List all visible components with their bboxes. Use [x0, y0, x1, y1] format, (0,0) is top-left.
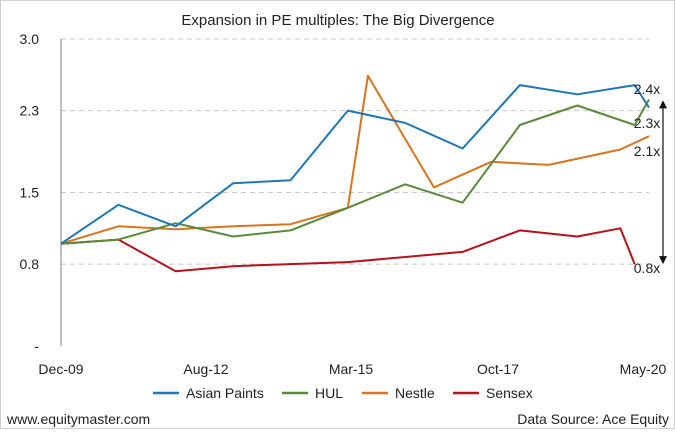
legend: Asian Paints HUL Nestle Sensex: [153, 385, 533, 401]
legend-item-asian-paints[interactable]: Asian Paints: [153, 385, 264, 401]
legend-item-nestle[interactable]: Nestle: [362, 385, 435, 401]
x-tick-label: Dec-09: [38, 361, 83, 377]
y-tick-label: 2.3: [20, 103, 40, 119]
annotations: 2.4x 2.3x 2.1x 0.8x: [634, 81, 667, 276]
legend-label: Asian Paints: [186, 385, 264, 401]
gridlines: [60, 38, 649, 346]
y-tick-label: -: [34, 338, 39, 354]
series-lines: [60, 74, 650, 273]
x-tick-label: Oct-17: [477, 361, 519, 377]
y-tick-label: 1.5: [20, 185, 40, 201]
arrow-down-icon: [659, 256, 667, 265]
end-label: 2.3x: [634, 115, 660, 131]
legend-label: Nestle: [395, 385, 435, 401]
series-line-hul: [60, 98, 650, 245]
series-line-sensex: [60, 227, 636, 273]
legend-item-sensex[interactable]: Sensex: [453, 385, 533, 401]
end-label: 2.1x: [634, 143, 660, 159]
end-label: 0.8x: [634, 260, 660, 276]
series-line-asian-paints: [60, 84, 650, 245]
x-tick-label: May-20: [620, 361, 667, 377]
y-tick-label: 3.0: [20, 31, 40, 47]
x-axis-ticks: Dec-09 Aug-12 Mar-15 Oct-17 May-20: [38, 361, 666, 377]
legend-label: HUL: [315, 385, 343, 401]
footer-website[interactable]: www.equitymaster.com: [6, 411, 150, 427]
arrow-up-icon: [659, 100, 667, 109]
x-tick-label: Aug-12: [183, 361, 228, 377]
y-tick-label: 0.8: [20, 256, 40, 272]
y-axis-ticks: - 0.8 1.5 2.3 3.0: [20, 31, 40, 354]
chart-title: Expansion in PE multiples: The Big Diver…: [181, 12, 494, 29]
series-line-nestle: [60, 74, 650, 245]
end-label: 2.4x: [634, 81, 660, 97]
x-tick-label: Mar-15: [329, 361, 374, 377]
footer-source: Data Source: Ace Equity: [517, 411, 669, 427]
legend-item-hul[interactable]: HUL: [282, 385, 343, 401]
legend-label: Sensex: [486, 385, 533, 401]
